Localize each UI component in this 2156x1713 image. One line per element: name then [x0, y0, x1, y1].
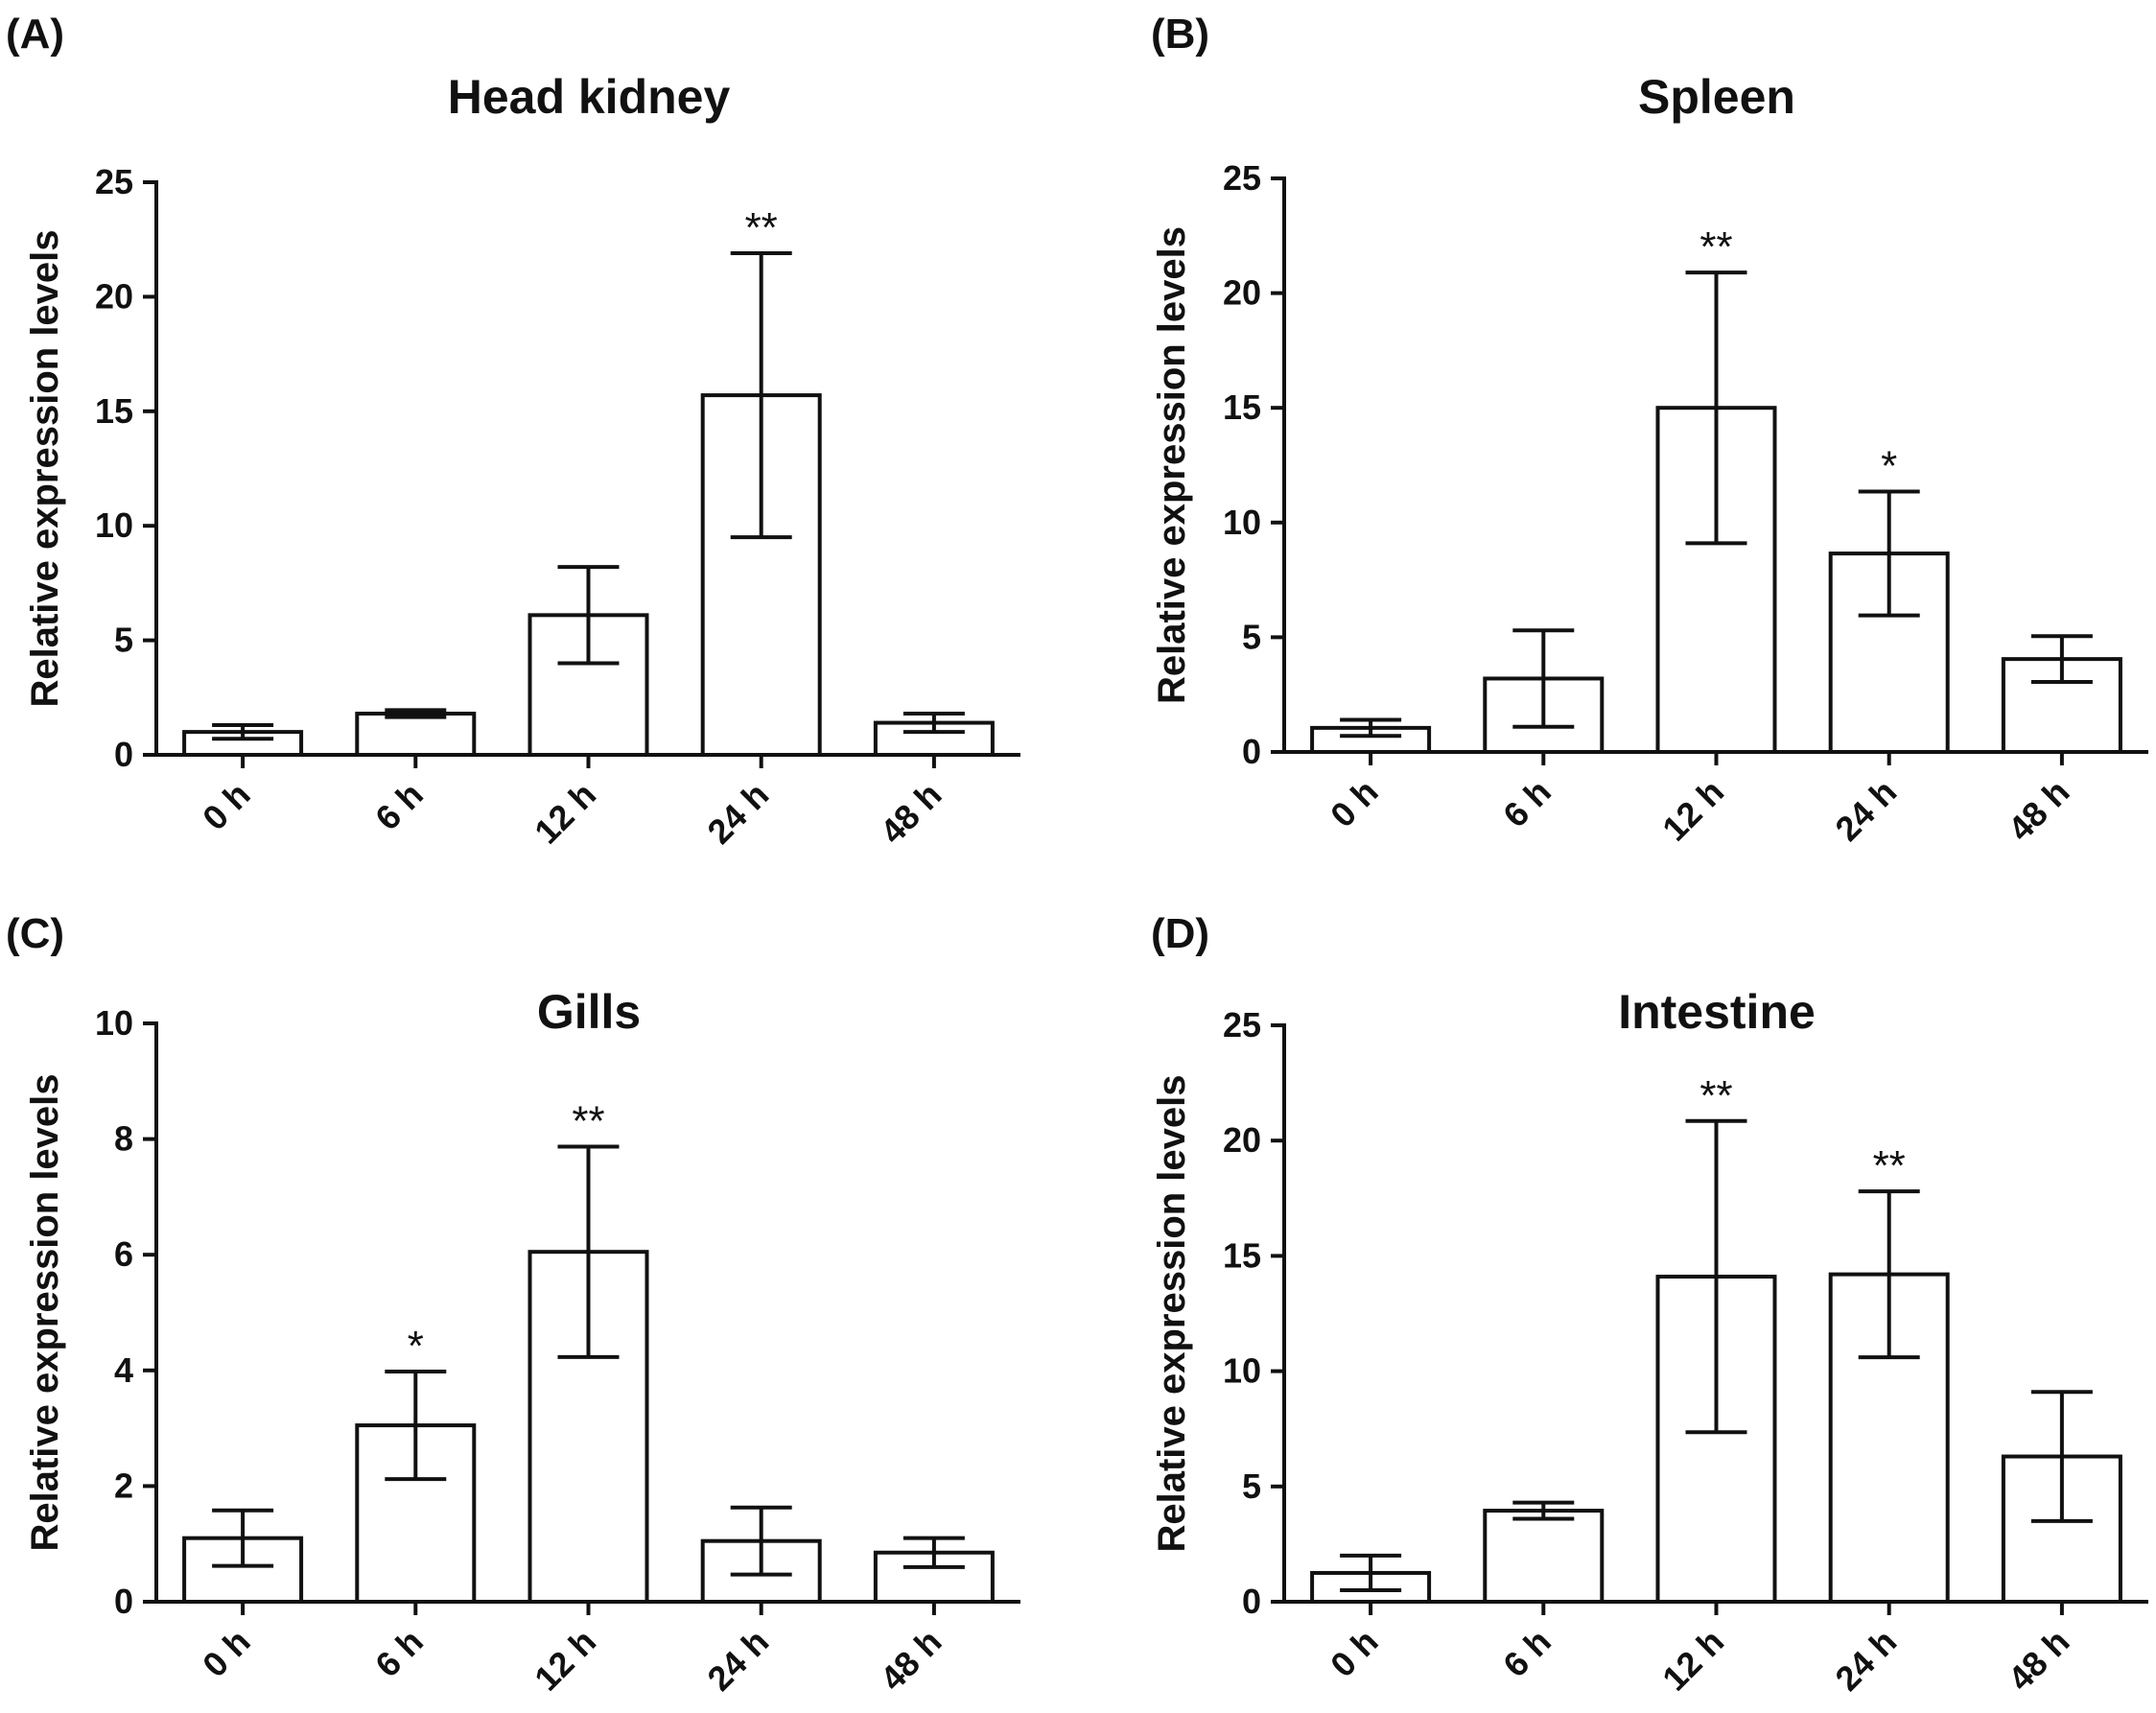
- x-tick-label: 24 h: [1827, 772, 1904, 849]
- significance-mark: **: [572, 1097, 604, 1144]
- y-tick-label: 10: [95, 505, 133, 545]
- y-tick-label: 20: [1223, 1120, 1261, 1160]
- significance-mark: **: [745, 204, 778, 251]
- y-tick-label: 4: [114, 1350, 133, 1390]
- x-tick-label: 12 h: [527, 775, 603, 852]
- x-tick-label: 0 h: [1323, 772, 1386, 835]
- y-tick-label: 20: [1223, 273, 1261, 313]
- panel-letter: (A): [6, 11, 64, 58]
- panel-letter: (C): [6, 910, 64, 957]
- x-tick-label: 24 h: [699, 1622, 776, 1699]
- x-tick-label: 6 h: [367, 775, 431, 838]
- x-tick-label: 6 h: [1495, 1622, 1558, 1685]
- x-tick-label: 0 h: [195, 775, 258, 838]
- chart-title: Spleen: [1638, 70, 1795, 124]
- x-tick-label: 0 h: [195, 1622, 258, 1685]
- x-tick-label: 6 h: [367, 1622, 431, 1685]
- significance-mark: *: [1881, 443, 1897, 490]
- y-axis-label: Relative expression levels: [24, 1073, 66, 1551]
- y-tick-label: 15: [95, 391, 133, 431]
- x-tick-label: 48 h: [2001, 1622, 2077, 1699]
- chart-gills: (C) Gills Relative expression levels 0 2 4 6 8 1…: [6, 910, 1020, 1699]
- y-tick-label: 2: [114, 1466, 133, 1505]
- panel-letter: (B): [1151, 11, 1209, 58]
- x-tick-label: 48 h: [873, 1622, 949, 1699]
- y-tick-label: 20: [95, 276, 133, 316]
- significance-mark: **: [1699, 1072, 1732, 1119]
- y-tick-label: 25: [95, 162, 133, 201]
- bar: [1483, 1509, 1605, 1604]
- y-tick-label: 0: [1242, 732, 1261, 771]
- significance-mark: *: [408, 1323, 424, 1370]
- y-tick-label: 15: [1223, 1235, 1261, 1275]
- y-axis-label: Relative expression levels: [24, 229, 66, 707]
- x-tick-label: 6 h: [1495, 772, 1558, 835]
- y-tick-label: 5: [1242, 1467, 1261, 1506]
- chart-title: Head kidney: [448, 70, 731, 124]
- significance-mark: **: [1699, 223, 1732, 270]
- significance-mark: **: [1873, 1142, 1906, 1189]
- y-axis-label: Relative expression levels: [1151, 226, 1193, 704]
- y-tick-label: 8: [114, 1119, 133, 1159]
- x-tick-label: 12 h: [1654, 772, 1731, 849]
- bar: [355, 712, 477, 757]
- x-tick-label: 12 h: [527, 1622, 603, 1699]
- y-tick-label: 25: [1223, 1005, 1261, 1044]
- x-tick-label: 48 h: [2001, 772, 2077, 849]
- y-tick-label: 15: [1223, 387, 1261, 427]
- y-tick-label: 0: [1242, 1582, 1261, 1621]
- x-tick-label: 24 h: [699, 775, 776, 852]
- x-tick-label: 24 h: [1827, 1622, 1904, 1699]
- x-tick-label: 12 h: [1654, 1622, 1731, 1699]
- y-tick-label: 5: [1242, 617, 1261, 656]
- y-tick-label: 0: [114, 1582, 133, 1621]
- x-tick-label: 48 h: [873, 775, 949, 852]
- chart-spleen: (B) Spleen Relative expression levels 0 5 10 1…: [1151, 11, 2148, 849]
- bar: [355, 1423, 477, 1604]
- chart-title: Intestine: [1618, 985, 1816, 1039]
- y-tick-label: 5: [114, 621, 133, 660]
- y-axis-label: Relative expression levels: [1151, 1074, 1193, 1552]
- y-tick-label: 6: [114, 1234, 133, 1274]
- y-tick-label: 0: [114, 735, 133, 774]
- y-tick-label: 10: [1223, 1351, 1261, 1391]
- y-tick-label: 25: [1223, 158, 1261, 198]
- x-tick-label: 0 h: [1323, 1622, 1386, 1685]
- panel-letter: (D): [1151, 910, 1209, 957]
- chart-intestine: (D) Intestine Relative expression levels 0 5…: [1151, 910, 2148, 1699]
- y-tick-label: 10: [1223, 503, 1261, 542]
- chart-head-kidney: (A) Head kidney Relative expression levels…: [6, 11, 1020, 852]
- y-tick-label: 10: [95, 1003, 133, 1043]
- chart-title: Gills: [537, 985, 641, 1039]
